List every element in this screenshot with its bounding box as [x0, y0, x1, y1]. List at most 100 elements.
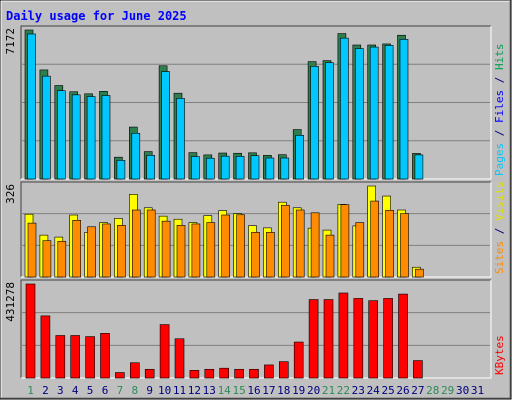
day-label: 27: [411, 384, 424, 397]
kbytes-max-label: 431278: [4, 282, 17, 322]
files-bar: [146, 155, 155, 180]
files-bar: [340, 37, 349, 180]
day-label: 21: [322, 384, 335, 397]
kbytes-legend: KBytes: [493, 335, 506, 375]
kbytes-bar: [323, 299, 334, 379]
day-label: 16: [247, 384, 260, 397]
sites-bar: [206, 222, 216, 278]
day-label: 1: [27, 384, 34, 397]
files-bar: [101, 95, 111, 180]
day-label: 29: [441, 384, 454, 397]
files-bar: [161, 71, 170, 180]
day-label: 19: [292, 384, 305, 397]
kbytes-bar: [353, 298, 364, 379]
files-bar: [280, 157, 290, 180]
files-bar: [191, 156, 200, 180]
sites-bar: [415, 268, 424, 278]
day-label: 12: [188, 384, 201, 397]
sites-bar: [370, 200, 380, 278]
kbytes-bar: [413, 360, 423, 379]
kbytes-bar: [383, 298, 393, 379]
sites-bar: [176, 225, 186, 278]
kbytes-bar: [189, 370, 200, 379]
day-label: 31: [471, 384, 484, 397]
files-bar: [206, 157, 215, 180]
day-label: 22: [337, 384, 350, 397]
legend-entry: /: [493, 221, 506, 241]
hits-files-max-label: 7172: [4, 28, 17, 55]
kbytes-bar: [249, 368, 259, 379]
legend-entry: Hits: [493, 44, 506, 71]
hits-files-border-top: [20, 25, 491, 179]
kbytes-bar: [398, 293, 408, 379]
sites-bar: [72, 220, 81, 278]
files-bar: [354, 48, 364, 180]
files-bar: [86, 96, 96, 180]
legend-entry: Visits: [493, 181, 506, 221]
day-label: 2: [42, 384, 49, 397]
sites-bar: [340, 204, 350, 278]
files-bar: [414, 154, 424, 180]
kbytes-bar: [40, 315, 51, 379]
files-bar: [235, 156, 245, 180]
files-bar: [250, 155, 260, 180]
sites-bar: [57, 240, 67, 278]
files-bar: [310, 66, 319, 180]
day-label: 26: [396, 384, 409, 397]
day-label: 7: [117, 384, 124, 397]
legend-entry: Pages: [493, 143, 506, 176]
sites-bar: [280, 204, 290, 278]
files-bar: [56, 90, 66, 180]
sites-bar: [325, 234, 335, 278]
sites-bar: [221, 214, 230, 278]
kbytes-bar: [204, 368, 215, 379]
kbytes-bar: [130, 362, 140, 379]
frame-highlight: [0, 0, 510, 398]
kbytes-bar: [100, 333, 110, 379]
sites-bar: [310, 212, 320, 278]
files-bar: [325, 62, 334, 180]
kbytes-bar: [55, 335, 66, 379]
frame-shadow: [1, 1, 511, 399]
kbytes-bar: [85, 336, 95, 379]
day-label: 5: [87, 384, 94, 397]
legend-entry: /: [493, 70, 506, 90]
day-label: 4: [72, 384, 79, 397]
day-label: 6: [102, 384, 109, 397]
kbytes-bar: [308, 299, 319, 379]
sites-bar: [385, 209, 394, 278]
sites-bar: [102, 223, 111, 278]
day-label: 17: [262, 384, 275, 397]
sites-bar: [266, 232, 275, 278]
kbytes-plot-area: [21, 280, 491, 378]
day-label: 11: [173, 384, 186, 397]
kbytes-bar: [293, 341, 304, 379]
day-label: 13: [203, 384, 216, 397]
kbytes-bar: [219, 367, 229, 379]
day-label: 18: [277, 384, 290, 397]
files-bar: [116, 160, 126, 180]
sites-bar: [132, 209, 141, 278]
sites-bar: [355, 222, 365, 278]
day-label: 9: [146, 384, 153, 397]
legend-entry: Files: [493, 90, 506, 123]
kbytes-bar: [144, 368, 155, 379]
files-bar: [384, 45, 394, 180]
sites-bar: [27, 222, 37, 278]
day-label: 28: [426, 384, 439, 397]
sites-bar: [191, 223, 201, 278]
files-bar: [176, 98, 185, 180]
day-label: 15: [232, 384, 245, 397]
sites-bar: [42, 240, 52, 278]
legend-entry: /: [493, 123, 506, 143]
legend-entry: Sites: [493, 241, 506, 274]
kbytes-bar: [264, 364, 274, 379]
day-label: 8: [131, 384, 138, 397]
chart-title: Daily usage for June 2025: [6, 9, 187, 23]
kbytes-bar: [115, 372, 125, 379]
day-label: 14: [218, 384, 232, 397]
sites-bar: [161, 220, 171, 278]
visits-sites-legend: Sites / Visits: [493, 181, 506, 274]
legend-entry: KBytes: [493, 335, 506, 375]
kbytes-bar: [234, 368, 244, 379]
